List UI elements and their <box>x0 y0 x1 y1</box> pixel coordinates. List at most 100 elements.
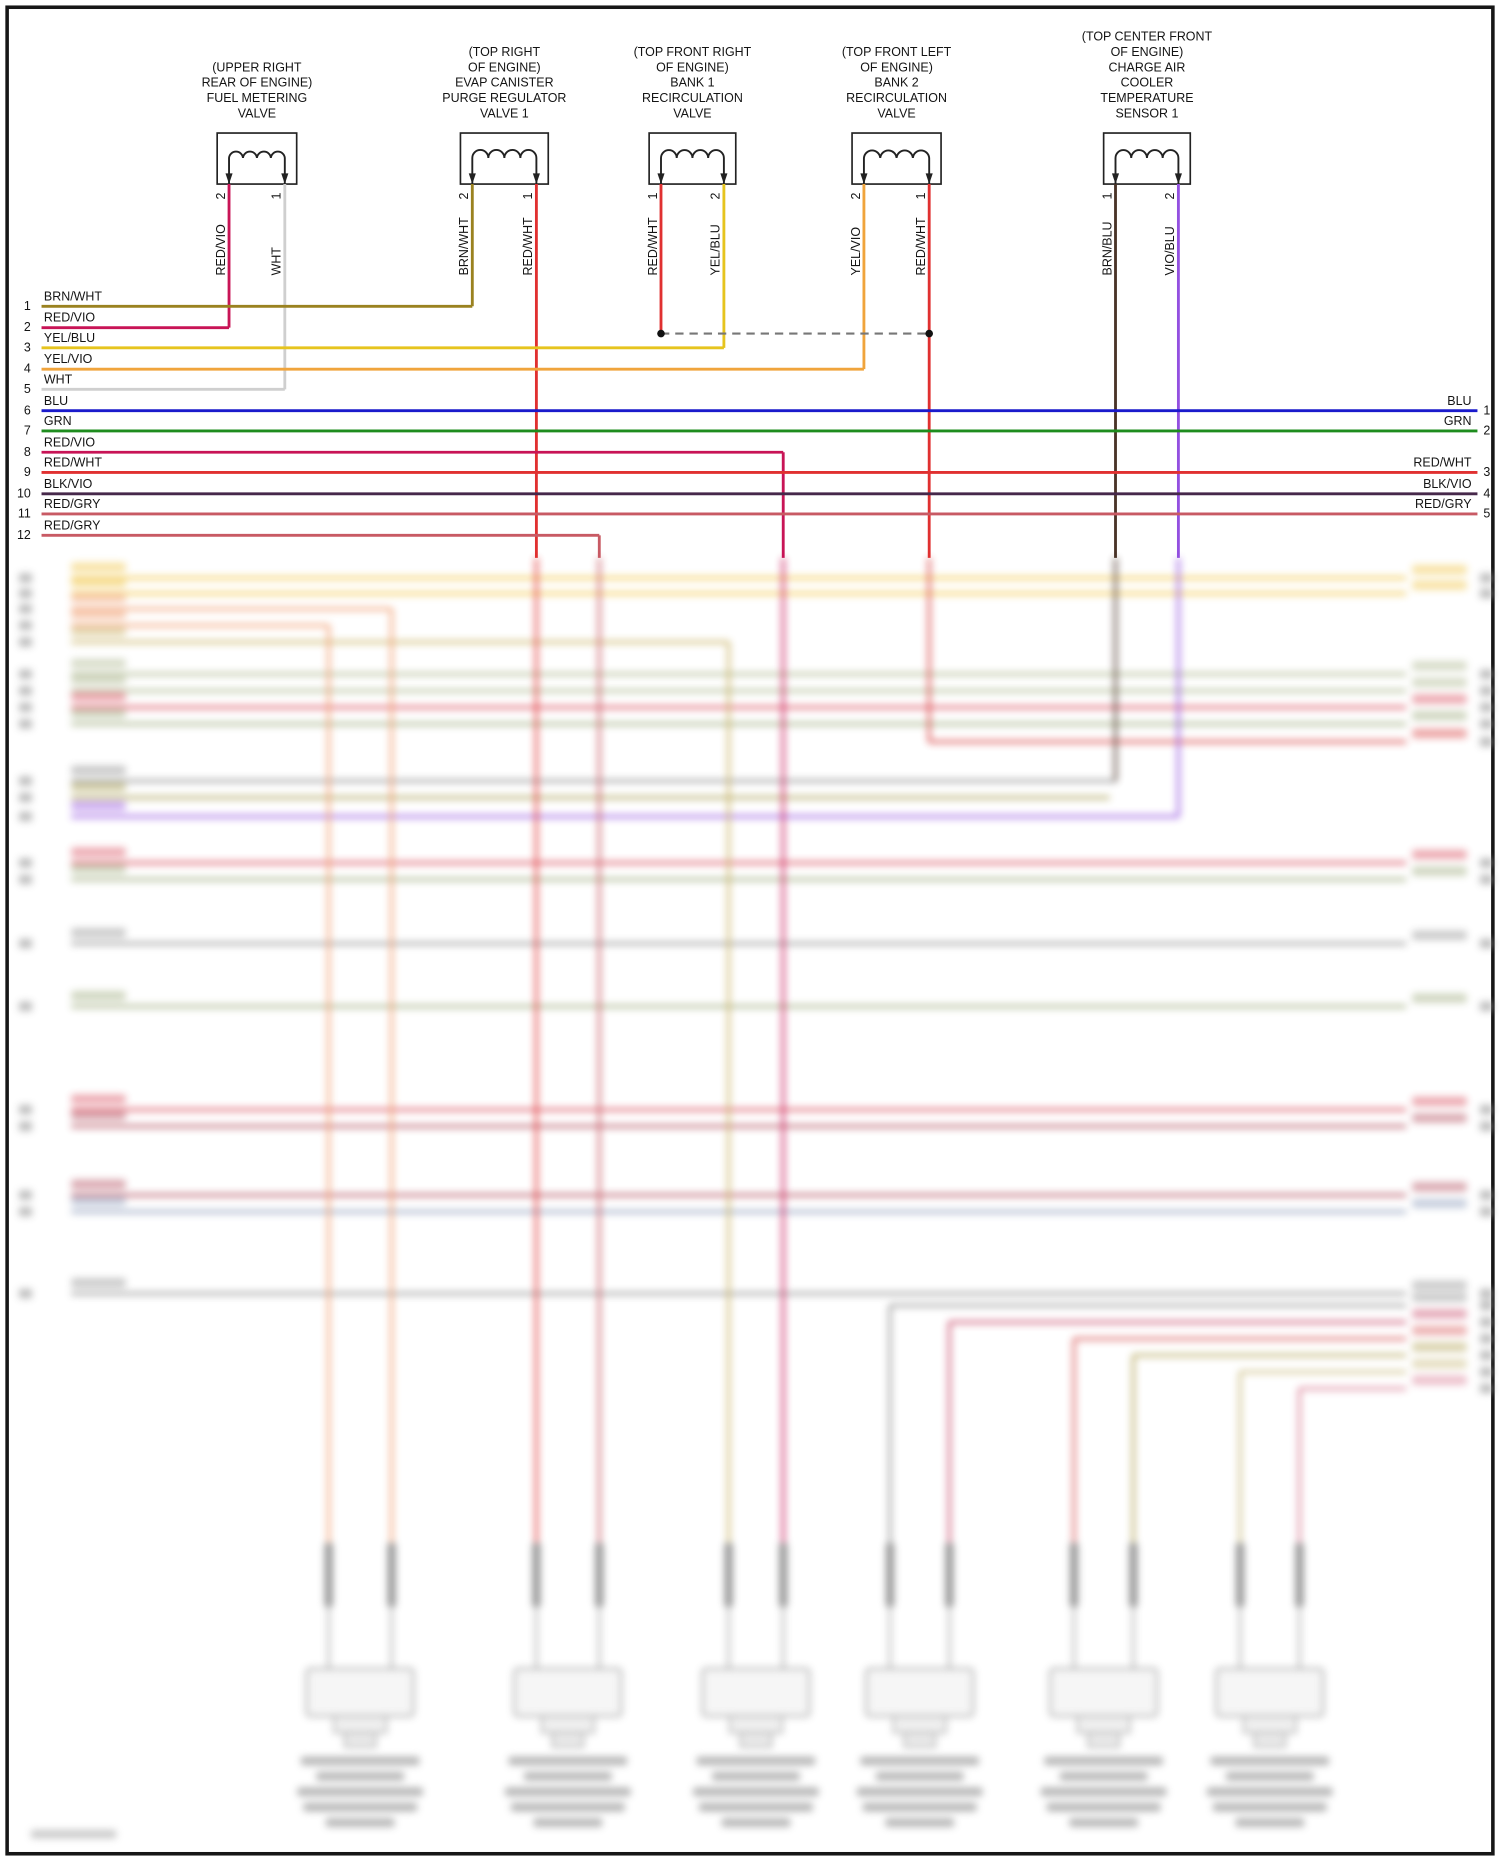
coil-symbol <box>862 149 931 185</box>
left-row-number: 6 <box>24 403 31 417</box>
pin-arrow <box>225 173 233 185</box>
component-vertical-wires <box>227 184 1180 558</box>
pin-arrow <box>860 173 868 185</box>
component-location-line: OF ENGINE) <box>656 60 729 74</box>
pin-arrow <box>281 173 289 185</box>
component-name-line: FUEL METERING <box>207 91 308 105</box>
component-name-line: RECIRCULATION <box>642 91 743 105</box>
component-name-line: VALVE <box>877 107 915 121</box>
pin-wire-label: BRN/WHT <box>457 217 471 275</box>
left-row-number: 5 <box>24 382 31 396</box>
component-location-line: (TOP FRONT RIGHT <box>634 45 752 59</box>
page-border <box>5 5 1495 1856</box>
pin-wire-label: YEL/BLU <box>709 224 723 275</box>
left-row-label: RED/WHT <box>44 455 102 469</box>
splice-link <box>657 329 933 338</box>
component-name-line: BANK 2 <box>874 76 918 90</box>
pin-wire-label: RED/WHT <box>646 217 660 275</box>
blurred-harness-section <box>18 557 1493 1839</box>
pin-arrow <box>1174 173 1182 185</box>
component-location-line: (TOP FRONT LEFT <box>842 45 952 59</box>
left-row-label: GRN <box>44 414 72 428</box>
left-row-label: RED/VIO <box>44 435 96 449</box>
component-name-line: RECIRCULATION <box>846 91 947 105</box>
pin-number: 1 <box>1100 192 1114 199</box>
coil-symbol <box>1114 149 1180 185</box>
left-row-label: RED/VIO <box>44 311 96 325</box>
left-row-label: RED/GRY <box>44 497 101 511</box>
coil-symbol <box>228 150 286 185</box>
pin-wire-label: RED/VIO <box>214 224 228 276</box>
component-name-line: CHARGE AIR <box>1109 60 1186 74</box>
left-row-number: 4 <box>24 362 31 376</box>
component-fuel-metering-valve: (UPPER RIGHT REAR OF ENGINE) FUEL METERI… <box>202 60 313 275</box>
left-row-number: 10 <box>17 486 31 500</box>
left-rows: 1 BRN/WHT 2 RED/VIO 3 YEL/BLU 4 YEL/VIO … <box>17 289 1478 542</box>
right-row-number: 2 <box>1483 423 1490 437</box>
right-row-number: 5 <box>1483 507 1490 521</box>
pin-number: 1 <box>521 192 535 199</box>
pin-number: 1 <box>914 192 928 199</box>
pin-arrow <box>468 173 476 185</box>
component-bank1-recirculation-valve: (TOP FRONT RIGHT OF ENGINE) BANK 1 RECIR… <box>634 45 752 276</box>
component-location-line: (TOP RIGHT <box>469 45 541 59</box>
pin-arrow <box>720 173 728 185</box>
pin-arrow <box>925 173 933 185</box>
component-location-line: REAR OF ENGINE) <box>202 76 313 90</box>
component-name-line: VALVE <box>673 107 711 121</box>
pin-number: 2 <box>849 192 863 199</box>
coil-symbol <box>660 149 725 185</box>
left-row-number: 8 <box>24 445 31 459</box>
junction-dot <box>925 329 933 338</box>
pin-arrow <box>532 173 540 185</box>
right-row-number: 4 <box>1483 486 1490 500</box>
right-row-number: 1 <box>1483 403 1490 417</box>
component-name-line: BANK 1 <box>670 76 714 90</box>
left-row-number: 12 <box>17 528 31 542</box>
left-row-label: YEL/BLU <box>44 331 95 345</box>
component-charge-air-cooler-temp-sensor: (TOP CENTER FRONT OF ENGINE) CHARGE AIR … <box>1082 29 1213 275</box>
component-location-line: (UPPER RIGHT <box>212 60 302 74</box>
component-name-line: COOLER <box>1121 76 1174 90</box>
right-row-label: BLK/VIO <box>1423 477 1472 491</box>
pin-wire-label: BRN/BLU <box>1100 221 1114 275</box>
pin-arrow <box>1111 173 1120 185</box>
component-location-line: (TOP CENTER FRONT <box>1082 29 1213 43</box>
left-row-number: 11 <box>18 507 31 521</box>
component-name-line: TEMPERATURE <box>1100 91 1193 105</box>
left-row-label: BRN/WHT <box>44 289 102 303</box>
pin-wire-label: VIO/BLU <box>1163 226 1177 275</box>
right-row-label: RED/GRY <box>1415 497 1472 511</box>
pin-number: 2 <box>709 192 723 199</box>
top-section: (UPPER RIGHT REAR OF ENGINE) FUEL METERI… <box>17 29 1490 558</box>
component-name-line: PURGE REGULATOR <box>442 91 566 105</box>
right-row-number: 3 <box>1483 465 1490 479</box>
left-row-label: YEL/VIO <box>44 352 93 366</box>
left-row-label: RED/GRY <box>44 518 101 532</box>
pin-number: 1 <box>270 192 284 199</box>
left-row-number: 7 <box>24 423 31 437</box>
left-row-label: BLK/VIO <box>44 477 93 491</box>
component-location-line: OF ENGINE) <box>860 60 933 74</box>
component-name-line: VALVE 1 <box>480 107 529 121</box>
pin-wire-label: YEL/VIO <box>849 227 863 276</box>
component-name-line: EVAP CANISTER <box>455 76 554 90</box>
pin-number: 1 <box>646 192 660 199</box>
right-row-label: GRN <box>1444 414 1472 428</box>
left-row-number: 2 <box>24 320 31 334</box>
left-row-number: 9 <box>24 465 31 479</box>
left-row-number: 1 <box>24 299 31 313</box>
coil-symbol <box>471 149 538 185</box>
right-row-label: RED/WHT <box>1413 455 1471 469</box>
left-row-label: BLU <box>44 394 68 408</box>
right-row-label: BLU <box>1447 394 1471 408</box>
pin-wire-label: RED/WHT <box>521 217 535 275</box>
pin-number: 2 <box>214 192 228 199</box>
left-row-label: WHT <box>44 372 73 386</box>
component-evap-purge-regulator-valve: (TOP RIGHT OF ENGINE) EVAP CANISTER PURG… <box>442 45 566 276</box>
pin-wire-label: WHT <box>270 247 284 276</box>
junction-dot <box>657 329 665 338</box>
component-location-line: OF ENGINE) <box>1111 45 1184 59</box>
